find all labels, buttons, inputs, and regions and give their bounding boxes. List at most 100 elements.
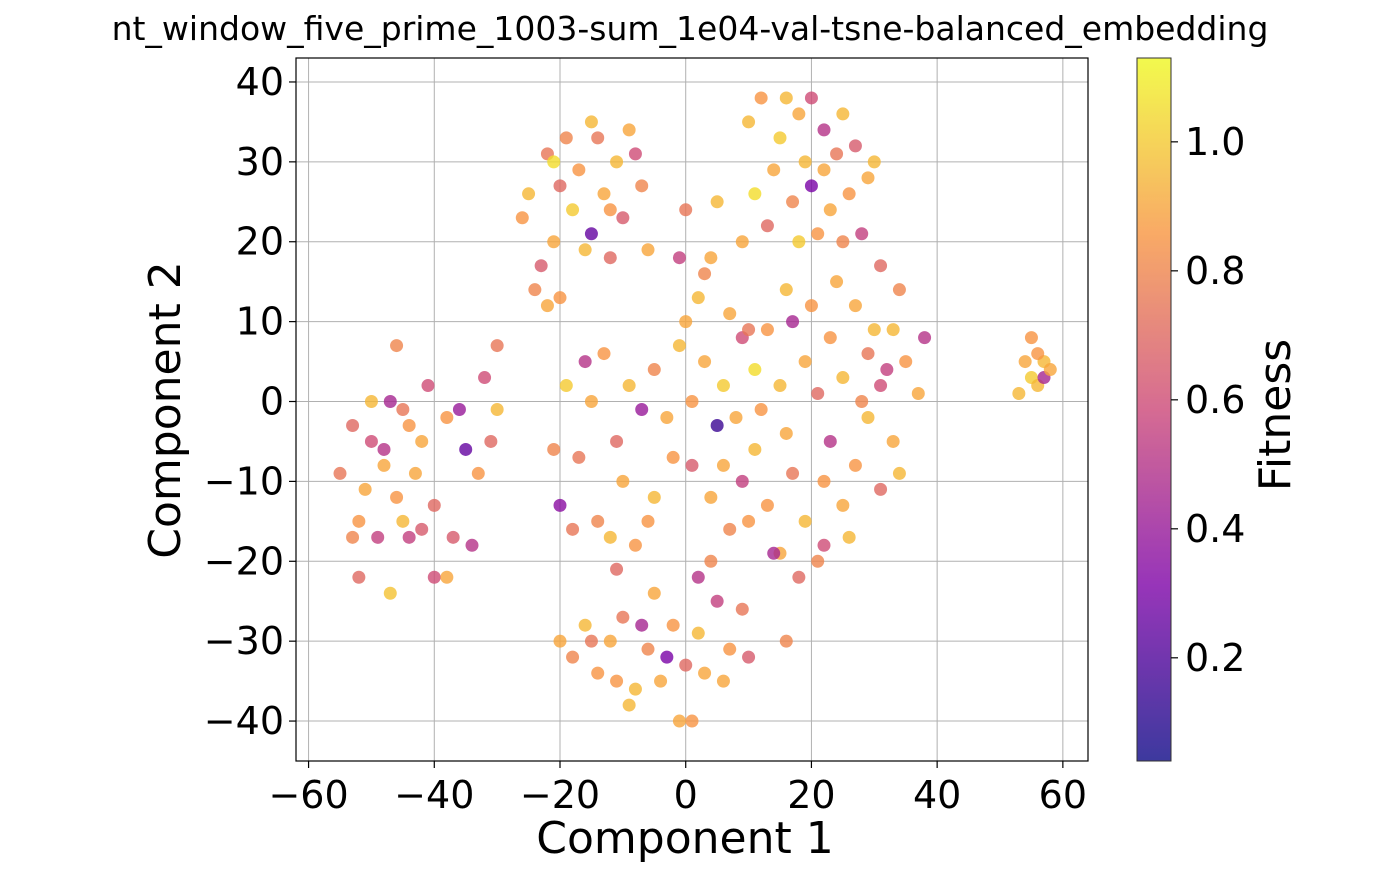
data-point (553, 179, 567, 193)
data-point (685, 714, 699, 728)
colorbar-tick-label: 0.2 (1185, 636, 1245, 680)
data-point (553, 291, 567, 305)
y-tick-label: 20 (236, 220, 284, 264)
data-point (830, 275, 844, 289)
data-point (716, 674, 730, 688)
x-tick-label: 40 (913, 773, 961, 817)
data-point (584, 395, 598, 409)
data-point (817, 538, 831, 552)
data-point (842, 187, 856, 201)
data-point (647, 490, 661, 504)
data-point (836, 498, 850, 512)
data-point (666, 450, 680, 464)
colorbar-tick-label: 1.0 (1185, 120, 1245, 164)
data-point (660, 410, 674, 424)
data-point (804, 299, 818, 313)
y-axis-ticks: −40 −30 −20 −10 0 10 20 30 40 (204, 60, 296, 743)
data-point (346, 530, 360, 544)
data-point (685, 458, 699, 472)
data-point (566, 203, 580, 217)
data-point (874, 379, 888, 393)
data-point (459, 442, 473, 456)
data-point (861, 347, 875, 361)
data-point (742, 115, 756, 129)
data-point (610, 674, 624, 688)
data-point (679, 315, 693, 329)
data-point (440, 410, 454, 424)
data-point (547, 235, 561, 249)
data-point (390, 339, 404, 353)
data-point (377, 458, 391, 472)
data-point (471, 466, 485, 480)
data-point (584, 227, 598, 241)
data-point (723, 642, 737, 656)
data-point (478, 371, 492, 385)
data-point (572, 450, 586, 464)
data-point (352, 570, 366, 584)
data-point (836, 107, 850, 121)
data-point (603, 251, 617, 265)
data-point (578, 618, 592, 632)
data-point (559, 379, 573, 393)
x-tick-label: −20 (520, 773, 600, 817)
data-point (559, 131, 573, 145)
data-point (1012, 387, 1026, 401)
data-point (534, 259, 548, 273)
data-point (735, 235, 749, 249)
data-point (786, 195, 800, 209)
data-point (710, 594, 724, 608)
data-point (603, 530, 617, 544)
data-point (867, 155, 881, 169)
x-axis-ticks: −60 −40 −20 0 20 40 60 (268, 761, 1087, 817)
data-point (792, 235, 806, 249)
data-point (786, 466, 800, 480)
data-point (742, 323, 756, 337)
data-point (767, 163, 781, 177)
data-point (616, 610, 630, 624)
data-point (1018, 355, 1032, 369)
data-point (798, 155, 812, 169)
data-point (804, 91, 818, 105)
data-point (798, 355, 812, 369)
data-point (628, 538, 642, 552)
colorbar-tick-label: 0.4 (1185, 507, 1245, 551)
x-tick-label: 20 (787, 773, 835, 817)
data-point (735, 474, 749, 488)
data-point (465, 538, 479, 552)
data-points (333, 91, 1057, 728)
y-axis-label: Component 2 (140, 261, 191, 558)
data-point (490, 339, 504, 353)
y-tick-label: −10 (204, 459, 284, 503)
data-point (779, 634, 793, 648)
plot-frame (295, 57, 1089, 762)
data-point (861, 171, 875, 185)
data-point (364, 434, 378, 448)
data-point (333, 466, 347, 480)
data-point (817, 163, 831, 177)
data-point (647, 363, 661, 377)
data-point (584, 115, 598, 129)
data-point (402, 530, 416, 544)
data-point (679, 203, 693, 217)
data-point (610, 562, 624, 576)
data-point (616, 211, 630, 225)
y-tick-label: −30 (204, 619, 284, 663)
grid-lines (296, 58, 1088, 761)
data-point (622, 123, 636, 137)
data-point (880, 363, 894, 377)
data-point (591, 514, 605, 528)
data-point (427, 498, 441, 512)
data-point (742, 514, 756, 528)
data-point (704, 554, 718, 568)
data-point (364, 395, 378, 409)
data-point (522, 187, 536, 201)
data-point (792, 570, 806, 584)
data-point (591, 666, 605, 680)
data-point (836, 235, 850, 249)
data-point (729, 410, 743, 424)
data-point (779, 426, 793, 440)
data-point (597, 187, 611, 201)
data-point (836, 371, 850, 385)
data-point (830, 147, 844, 161)
data-point (628, 147, 642, 161)
